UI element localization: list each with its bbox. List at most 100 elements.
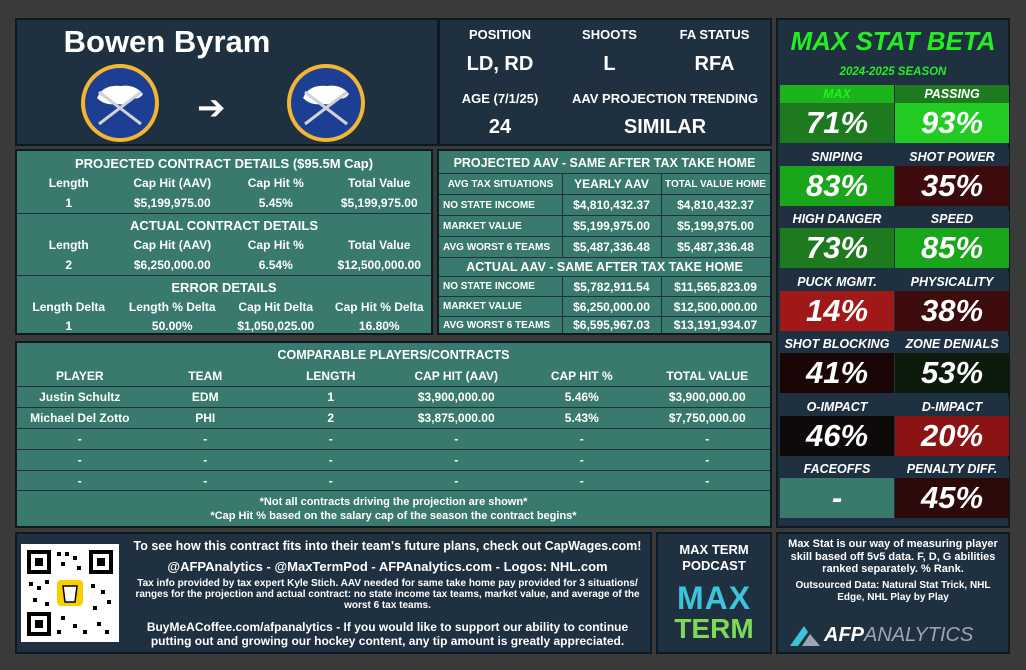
stat-label-d-impact: D-IMPACT [895,397,1009,416]
position-value: LD, RD [466,52,534,75]
comp-cell: 5.46% [564,390,599,404]
projected-title: PROJECTED CONTRACT DETAILS ($95.5M Cap) [74,155,374,171]
stat-value-high-danger: 73% [780,228,894,268]
table-row: Michael Del Zotto PHI 2 $3,875,000.00 5.43% $… [17,407,770,428]
comp-cell: - [203,432,208,446]
tax-value: $4,810,432.37 [677,198,754,212]
max-stat-title: MAX STAT BETA [790,26,996,56]
tax-value: $5,487,336.48 [677,240,754,254]
header-cell: TOTAL VALUE [666,368,749,383]
tax-value: $4,810,432.37 [573,198,650,212]
stat-label-puck-mgmt: PUCK MGMT. [780,272,894,291]
value-cell: $5,199,975.00 [340,196,418,210]
trend-label: AAV PROJECTION TRENDING [571,90,759,106]
fa-status-label: FA STATUS [679,26,750,42]
value-cell: $5,199,975.00 [133,196,211,210]
afp-logo-icon [790,626,820,646]
afp-logo-text: AFP [824,624,864,646]
stat-value-max: 71% [780,103,894,143]
header-cell: Cap Hit % Delta [334,300,424,314]
header-cell: Cap Hit % [247,176,304,190]
comp-cell: $3,900,000.00 [668,390,746,404]
info-panel: POSITION LD, RD SHOOTS L FA STATUS RFA A… [438,18,772,146]
stat-value-puck-mgmt: 14% [780,290,894,331]
tax-panel: PROJECTED AAV - SAME AFTER TAX TAKE HOME… [437,149,772,335]
stat-value-speed: 85% [895,228,1009,268]
stat-label-o-impact: O-IMPACT [780,397,894,416]
comp-cell: - [705,432,710,446]
age-label: AGE (7/1/25) [461,90,539,106]
header-cell: Length [48,176,89,190]
header-cell: TEAM [188,368,223,383]
actual-title: ACTUAL CONTRACT DETAILS [129,217,318,233]
stat-label-speed: SPEED [895,210,1009,228]
comp-cell: - [454,432,459,446]
sabres-logo-from [81,64,159,142]
stat-value-shot-power: 35% [895,165,1009,206]
tax-value: $5,199,975.00 [677,219,754,233]
stat-label-shot-power: SHOT POWER [895,147,1009,166]
shoots-value: L [603,52,616,75]
tax-situation: MARKET VALUE [443,301,522,312]
stat-label-physicality: PHYSICALITY [895,272,1009,291]
footer-line-2: @AFPAnalytics - @MaxTermPod - AFPAnalyti… [167,559,608,574]
stat-value-o-impact: 46% [780,415,894,456]
comp-cell: $3,900,000.00 [417,390,495,404]
player-panel: Bowen Byram ➔ [15,18,439,146]
comp-cell: - [454,473,459,488]
header-cell: CAP HIT % [550,368,613,383]
comp-cell: 2 [327,411,335,425]
logo-term-text: TERM [674,613,754,644]
stat-label-zone-denials: ZONE DENIALS [895,335,1009,353]
stat-value-penalty-diff: 45% [895,478,1009,518]
header-cell: TOTAL VALUE HOME [665,178,766,190]
max-term-logo: MAX TERM [664,582,764,648]
value-cell: 6.54% [258,258,293,272]
comp-cell: - [579,432,584,446]
player-name: Bowen Byram [63,24,271,59]
tax-value: $5,782,911.54 [573,279,650,294]
footer-line-1: To see how this contract fits into their… [133,539,642,553]
header-cell: AVG TAX SITUATIONS [447,178,554,190]
comp-cell: - [203,473,208,488]
stat-label-shot-blocking: SHOT BLOCKING [780,335,894,353]
comp-cell: $3,875,000.00 [417,411,495,425]
tax-situation: AVG WORST 6 TEAMS [443,241,551,253]
header-cell: PLAYER [55,368,104,383]
comp-cell: $7,750,000.00 [668,411,746,425]
stat-value-sniping: 83% [780,165,894,206]
comp-cell: - [77,453,82,467]
table-row: ------ [17,470,770,491]
comp-cell: Michael Del Zotto [30,411,130,425]
position-label: POSITION [468,26,532,42]
value-cell: 2 [65,258,73,272]
tax-value: $11,565,823.09 [674,279,757,294]
stat-value-shot-blocking: 41% [780,353,894,393]
tax-value: $5,199,975.00 [573,219,650,233]
stat-label-faceoffs: FACEOFFS [780,460,894,478]
footer-line-4: BuyMeACoffee.com/afpanalytics - If you w… [146,620,629,648]
header-cell: LENGTH [306,368,356,383]
header-cell: Total Value [348,176,411,190]
tax-situation: NO STATE INCOME [443,199,535,211]
season-label: 2024-2025 SEASON [839,66,947,78]
footer-right-panel: Max Stat is our way of measuring player … [776,532,1010,654]
tax-situation: AVG WORST 6 TEAMS [443,319,551,331]
stat-value-passing: 93% [895,103,1009,143]
tax-value: $5,487,336.48 [573,240,650,254]
comp-cell: PHI [195,411,216,425]
tax-situation: NO STATE INCOME [443,281,535,292]
comps-title: COMPARABLE PLAYERS/CONTRACTS [277,348,510,362]
stat-value-zone-denials: 53% [895,353,1009,393]
header-cell: YEARLY AAV [574,177,649,191]
comp-cell: 1 [327,390,335,404]
comp-cell: - [705,473,710,488]
header-cell: Length Delta [32,300,106,314]
value-cell: 16.80% [358,319,400,333]
podcast-label: MAX TERM PODCAST [679,542,749,573]
header-cell: CAP HIT (AAV) [414,368,499,383]
comps-note-1: *Not all contracts driving the projectio… [259,495,528,508]
comp-cell: - [77,473,82,488]
logo-max-text: MAX [676,580,752,616]
shoots-label: SHOOTS [582,26,637,42]
